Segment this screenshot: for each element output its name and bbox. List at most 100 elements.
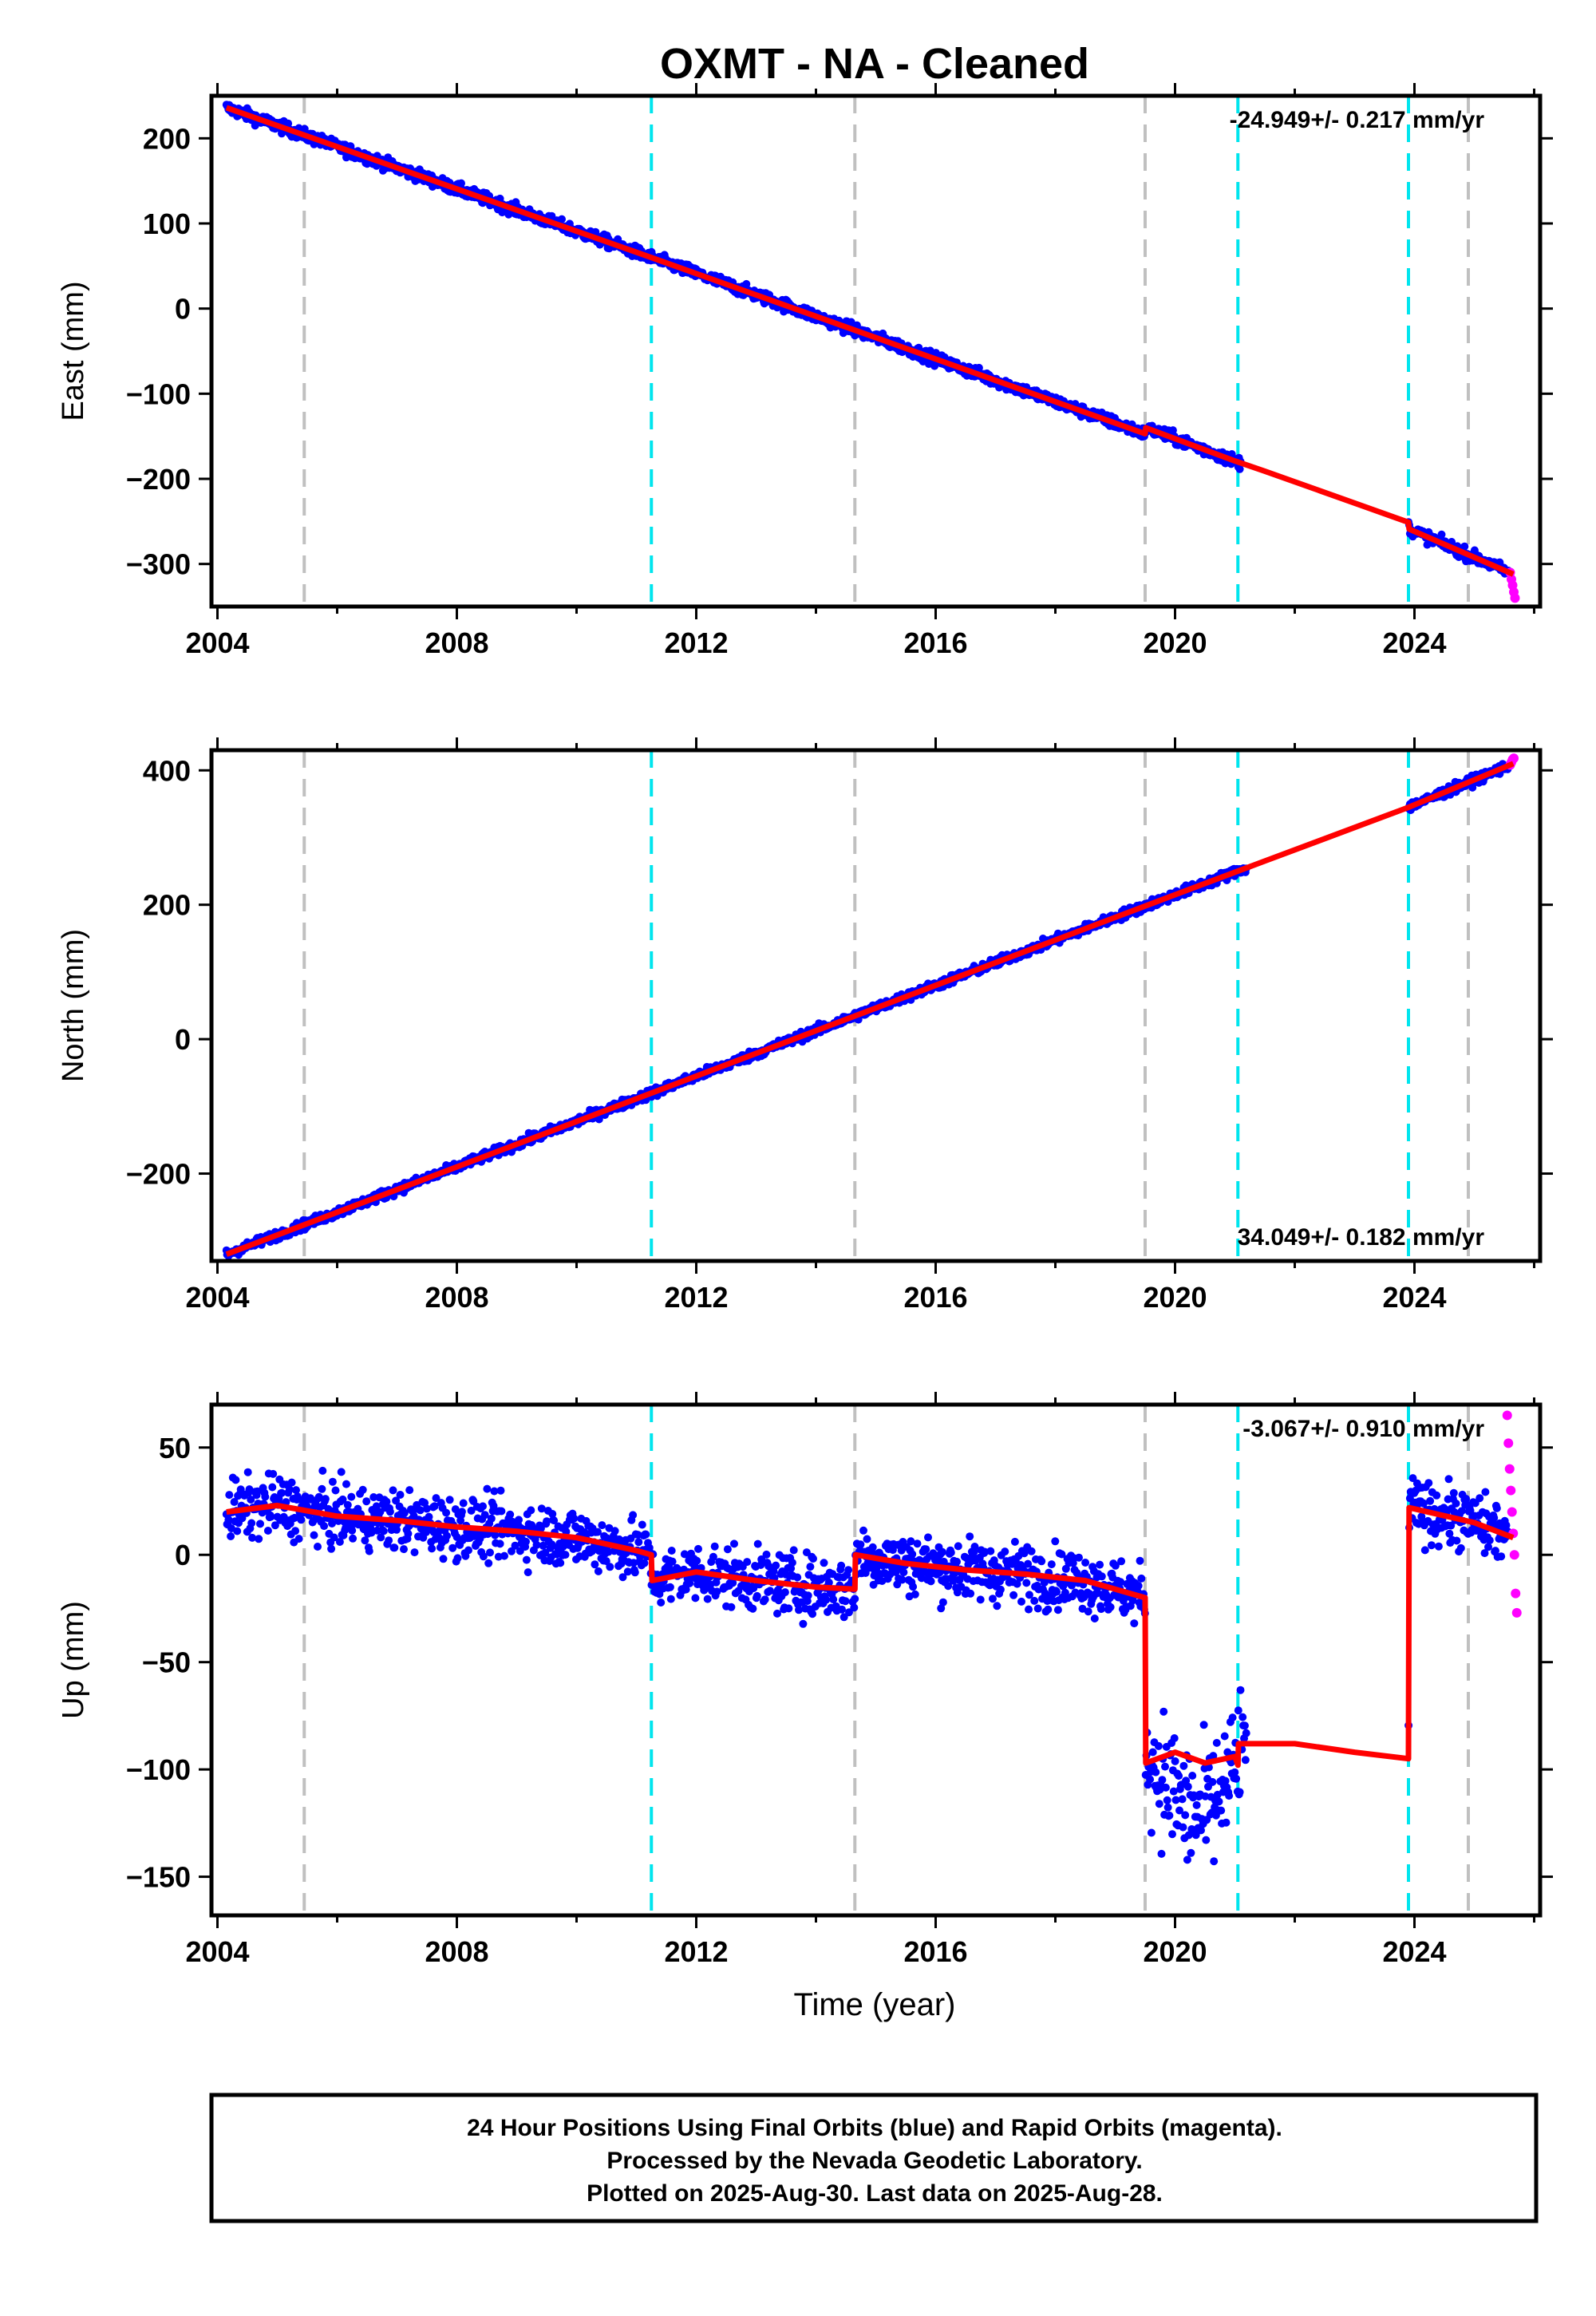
data-point: [1090, 1614, 1099, 1622]
data-point: [824, 1578, 833, 1587]
data-point: [629, 1511, 638, 1520]
data-point: [1485, 1536, 1494, 1545]
data-point: [548, 1510, 557, 1518]
data-point: [342, 153, 350, 162]
data-point: [946, 1548, 955, 1557]
footer-box: 24 Hour Positions Using Final Orbits (bl…: [209, 2093, 1539, 2223]
data-point: [1181, 1811, 1190, 1820]
data-point: [623, 1567, 632, 1576]
data-point: [1238, 1713, 1247, 1721]
data-point: [856, 1540, 865, 1549]
data-point: [392, 1496, 401, 1505]
data-point: [954, 1542, 962, 1551]
data-point: [1136, 1556, 1144, 1565]
data-point: [953, 1557, 961, 1566]
y-tick-label: 50: [159, 1432, 191, 1464]
data-point: [253, 1487, 262, 1496]
data-point: [292, 1486, 300, 1495]
model-fit-line: [225, 105, 1515, 577]
data-point: [294, 1535, 303, 1543]
data-point: [1235, 464, 1244, 473]
y-axis-label: North (mm): [57, 929, 90, 1082]
data-point: [1148, 1748, 1157, 1757]
x-tick-label: 2008: [425, 626, 488, 659]
data-point: [486, 1548, 494, 1557]
x-tick-label: 2012: [664, 1935, 728, 1968]
data-point: [1155, 1800, 1163, 1808]
data-point: [527, 1506, 535, 1515]
data-point: [1022, 1579, 1031, 1587]
rapid-orbit-point: [1507, 1507, 1517, 1517]
data-point: [1033, 1604, 1042, 1613]
data-point: [1163, 1796, 1171, 1804]
data-point: [321, 1495, 330, 1504]
plot-frame: [209, 93, 1543, 609]
data-point: [365, 1547, 373, 1555]
data-point: [1040, 1579, 1049, 1587]
data-point: [1492, 1504, 1501, 1512]
data-point: [1134, 1582, 1143, 1590]
data-point: [1024, 1559, 1033, 1568]
data-point: [1240, 1721, 1249, 1730]
y-axis-label: East (mm): [57, 281, 90, 421]
data-point: [500, 1551, 508, 1560]
data-point: [396, 1491, 405, 1499]
y-tick-label: 0: [175, 1539, 191, 1571]
data-point: [709, 1552, 717, 1561]
data-point: [1242, 1729, 1250, 1737]
data-point: [224, 1516, 233, 1524]
data-point: [809, 1555, 817, 1563]
data-point: [822, 1595, 831, 1604]
data-point: [1053, 1587, 1061, 1596]
data-point: [1457, 1507, 1466, 1516]
data-point: [1013, 1579, 1021, 1588]
data-point: [527, 1521, 536, 1529]
data-point: [337, 1468, 346, 1476]
model-fit-line: [226, 1502, 1515, 1769]
data-point: [1217, 1806, 1226, 1815]
data-point: [666, 1583, 674, 1591]
data-point: [804, 1591, 812, 1600]
data-point: [789, 1546, 798, 1555]
data-point: [1097, 1572, 1106, 1581]
x-tick-label: 2024: [1382, 1281, 1446, 1314]
data-point: [570, 1514, 579, 1523]
data-point: [327, 1544, 336, 1553]
data-point: [369, 1493, 378, 1501]
footer-line-3: Plotted on 2025-Aug-30. Last data on 202…: [587, 2180, 1163, 2207]
data-point: [342, 1480, 350, 1488]
data-point: [966, 1532, 974, 1541]
north-panel: 2004 2008 2012 2016 2020 2024−2000200400North…: [57, 737, 1553, 1314]
data-point: [1241, 1756, 1250, 1765]
data-point: [938, 1547, 946, 1556]
data-point: [318, 1466, 327, 1475]
data-point: [1051, 1537, 1060, 1546]
data-point: [1408, 1474, 1417, 1483]
data-point: [657, 1599, 666, 1607]
y-tick-label: 0: [175, 1023, 191, 1056]
data-point: [349, 1534, 358, 1543]
rapid-orbit-point: [1506, 1485, 1516, 1496]
data-point: [255, 1535, 263, 1543]
data-point: [379, 1527, 388, 1535]
data-point: [443, 1531, 451, 1540]
rapid-orbit-point: [1503, 1438, 1514, 1448]
data-point: [464, 1546, 472, 1555]
data-point: [1424, 1479, 1433, 1488]
data-point: [935, 1568, 944, 1577]
velocity-rate-label: 34.049+/- 0.182 mm/yr: [1238, 1224, 1485, 1251]
data-point: [598, 1521, 606, 1530]
data-point: [1191, 1831, 1200, 1840]
data-point: [442, 1508, 451, 1517]
data-point: [1081, 1559, 1090, 1567]
data-point: [330, 1533, 338, 1542]
data-point: [1221, 1777, 1230, 1785]
data-point: [723, 1545, 732, 1554]
data-point: [753, 1539, 762, 1548]
data-point: [668, 1557, 677, 1566]
data-point: [390, 1543, 399, 1552]
y-tick-label: −100: [126, 377, 191, 410]
east-panel: 2004 2008 2012 2016 2020 2024−300−200−1000100…: [57, 83, 1553, 659]
data-point: [328, 1477, 337, 1486]
